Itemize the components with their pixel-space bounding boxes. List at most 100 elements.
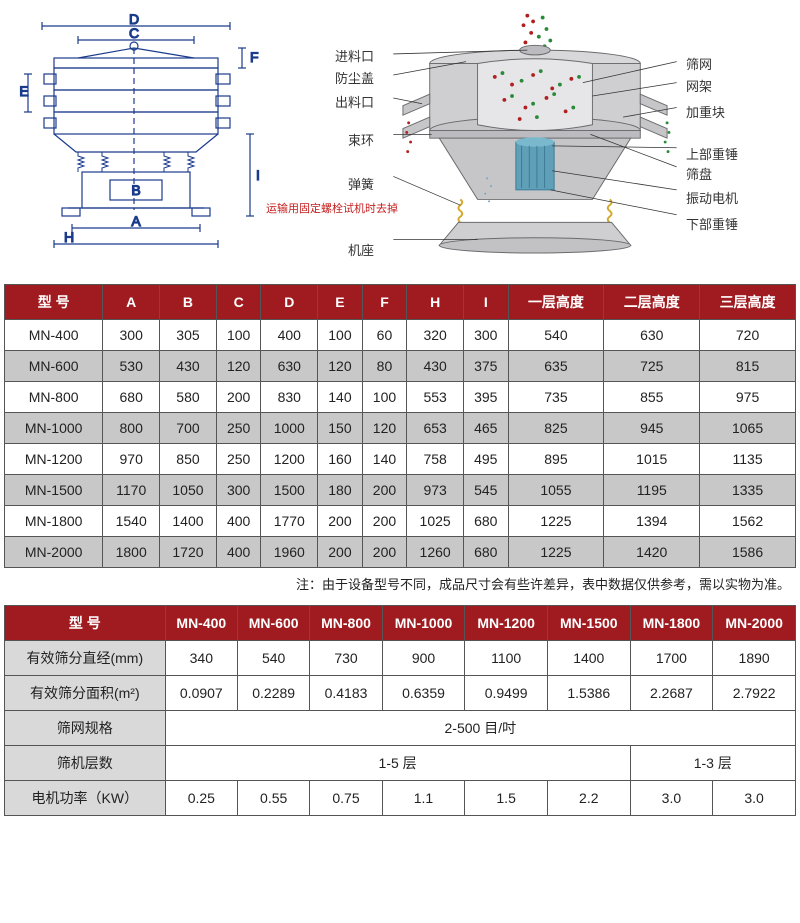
table-cell: 1.1	[382, 781, 465, 816]
table-row: 筛网规格2-500 目/吋	[5, 711, 796, 746]
label-outlet: 出料口	[282, 92, 374, 111]
table1-note: 注：由于设备型号不同，成品尺寸会有些许差异，表中数据仅供参考，需以实物为准。	[0, 568, 800, 601]
table-cell: 2.2687	[630, 676, 713, 711]
table-row: MN-40030030510040010060320300540630720	[5, 320, 796, 351]
table-cell: 320	[407, 320, 464, 351]
table-cell: 1335	[700, 475, 796, 506]
table-cell: 150	[318, 413, 363, 444]
table-row: 电机功率（KW）0.250.550.751.11.52.23.03.0	[5, 781, 796, 816]
dim-i-label: I	[256, 167, 260, 183]
label-frame: 网架	[686, 76, 712, 95]
table-cell: 3.0	[713, 781, 796, 816]
table-cell: 0.9499	[465, 676, 548, 711]
table-cell: 300	[216, 475, 261, 506]
table-cell: 1586	[700, 537, 796, 568]
table-cell: 120	[216, 351, 261, 382]
table-cell: 630	[261, 351, 318, 382]
t2-header-cell: MN-1000	[382, 606, 465, 641]
table-cell: 1195	[604, 475, 700, 506]
table-cell: 1720	[160, 537, 217, 568]
label-weightblock: 加重块	[686, 102, 725, 121]
table-cell: 825	[508, 413, 604, 444]
table-cell: 530	[103, 351, 160, 382]
table-cell: 800	[103, 413, 160, 444]
t1-header-cell: C	[216, 285, 261, 320]
table-cell: MN-600	[5, 351, 103, 382]
table-cell: 1400	[160, 506, 217, 537]
row-label: 电机功率（KW）	[5, 781, 166, 816]
table-cell: 80	[362, 351, 407, 382]
label-clampring: 束环	[282, 130, 374, 149]
table-cell-merged: 1-5 层	[165, 746, 630, 781]
table-cell: 200	[362, 506, 407, 537]
table-cell: 630	[604, 320, 700, 351]
label-lowerweight: 下部重锤	[686, 214, 738, 233]
table-cell-merged: 2-500 目/吋	[165, 711, 795, 746]
table-cell: MN-1000	[5, 413, 103, 444]
table-cell: 0.25	[165, 781, 237, 816]
table-cell: 2.7922	[713, 676, 796, 711]
table-cell: 758	[407, 444, 464, 475]
table-cell: 1100	[465, 641, 548, 676]
t2-header-cell: MN-1800	[630, 606, 713, 641]
table-cell: 680	[103, 382, 160, 413]
dim-b-label: B	[131, 182, 140, 198]
table-cell: 0.2289	[237, 676, 309, 711]
table-cell: 730	[310, 641, 382, 676]
table-cell: 1890	[713, 641, 796, 676]
table-cell: 1050	[160, 475, 217, 506]
table-cell: 200	[318, 506, 363, 537]
table-cell: 1394	[604, 506, 700, 537]
row-label: 筛网规格	[5, 711, 166, 746]
table-row: 有效筛分直经(mm)3405407309001100140017001890	[5, 641, 796, 676]
table-cell: 720	[700, 320, 796, 351]
table-cell: 973	[407, 475, 464, 506]
table-cell: 1170	[103, 475, 160, 506]
table-cell: 900	[382, 641, 465, 676]
table-cell: 735	[508, 382, 604, 413]
table-cell: 1000	[261, 413, 318, 444]
table-cell: 580	[160, 382, 217, 413]
table-cell: 700	[160, 413, 217, 444]
table-cell: 100	[318, 320, 363, 351]
dim-h-label: H	[64, 229, 74, 245]
table-cell: 540	[237, 641, 309, 676]
table-cell: 60	[362, 320, 407, 351]
table-cell: 1500	[261, 475, 318, 506]
label-base: 机座	[282, 240, 374, 259]
t2-header-cell: MN-1200	[465, 606, 548, 641]
table-cell: 1.5386	[547, 676, 630, 711]
table-cell: 1.5	[465, 781, 548, 816]
table-cell: 0.75	[310, 781, 382, 816]
label-dustcover: 防尘盖	[282, 68, 374, 87]
table-cell: 180	[318, 475, 363, 506]
table-cell: 1960	[261, 537, 318, 568]
table-cell: MN-1200	[5, 444, 103, 475]
table-cell: MN-1800	[5, 506, 103, 537]
table-cell: 1562	[700, 506, 796, 537]
table-cell: 400	[216, 506, 261, 537]
table-cell: 200	[318, 537, 363, 568]
table-cell: MN-800	[5, 382, 103, 413]
row-label: 有效筛分直经(mm)	[5, 641, 166, 676]
table-cell: 305	[160, 320, 217, 351]
table-cell: 1225	[508, 506, 604, 537]
table-cell: 1420	[604, 537, 700, 568]
top-diagrams: D C E F	[0, 0, 800, 280]
table-cell: 855	[604, 382, 700, 413]
table-cell: 100	[362, 382, 407, 413]
table-row: MN-60053043012063012080430375635725815	[5, 351, 796, 382]
table-cell: 680	[464, 506, 509, 537]
label-sievepan: 筛盘	[686, 164, 712, 183]
t1-header-cell: E	[318, 285, 363, 320]
table-cell: 120	[362, 413, 407, 444]
table-cell: 1700	[630, 641, 713, 676]
t2-header-cell: MN-400	[165, 606, 237, 641]
table-cell: 495	[464, 444, 509, 475]
dim-a-label: A	[131, 213, 141, 229]
table-cell: 465	[464, 413, 509, 444]
table-cell: 140	[362, 444, 407, 475]
table-cell: 2.2	[547, 781, 630, 816]
table-cell: 250	[216, 413, 261, 444]
t1-header-cell: A	[103, 285, 160, 320]
